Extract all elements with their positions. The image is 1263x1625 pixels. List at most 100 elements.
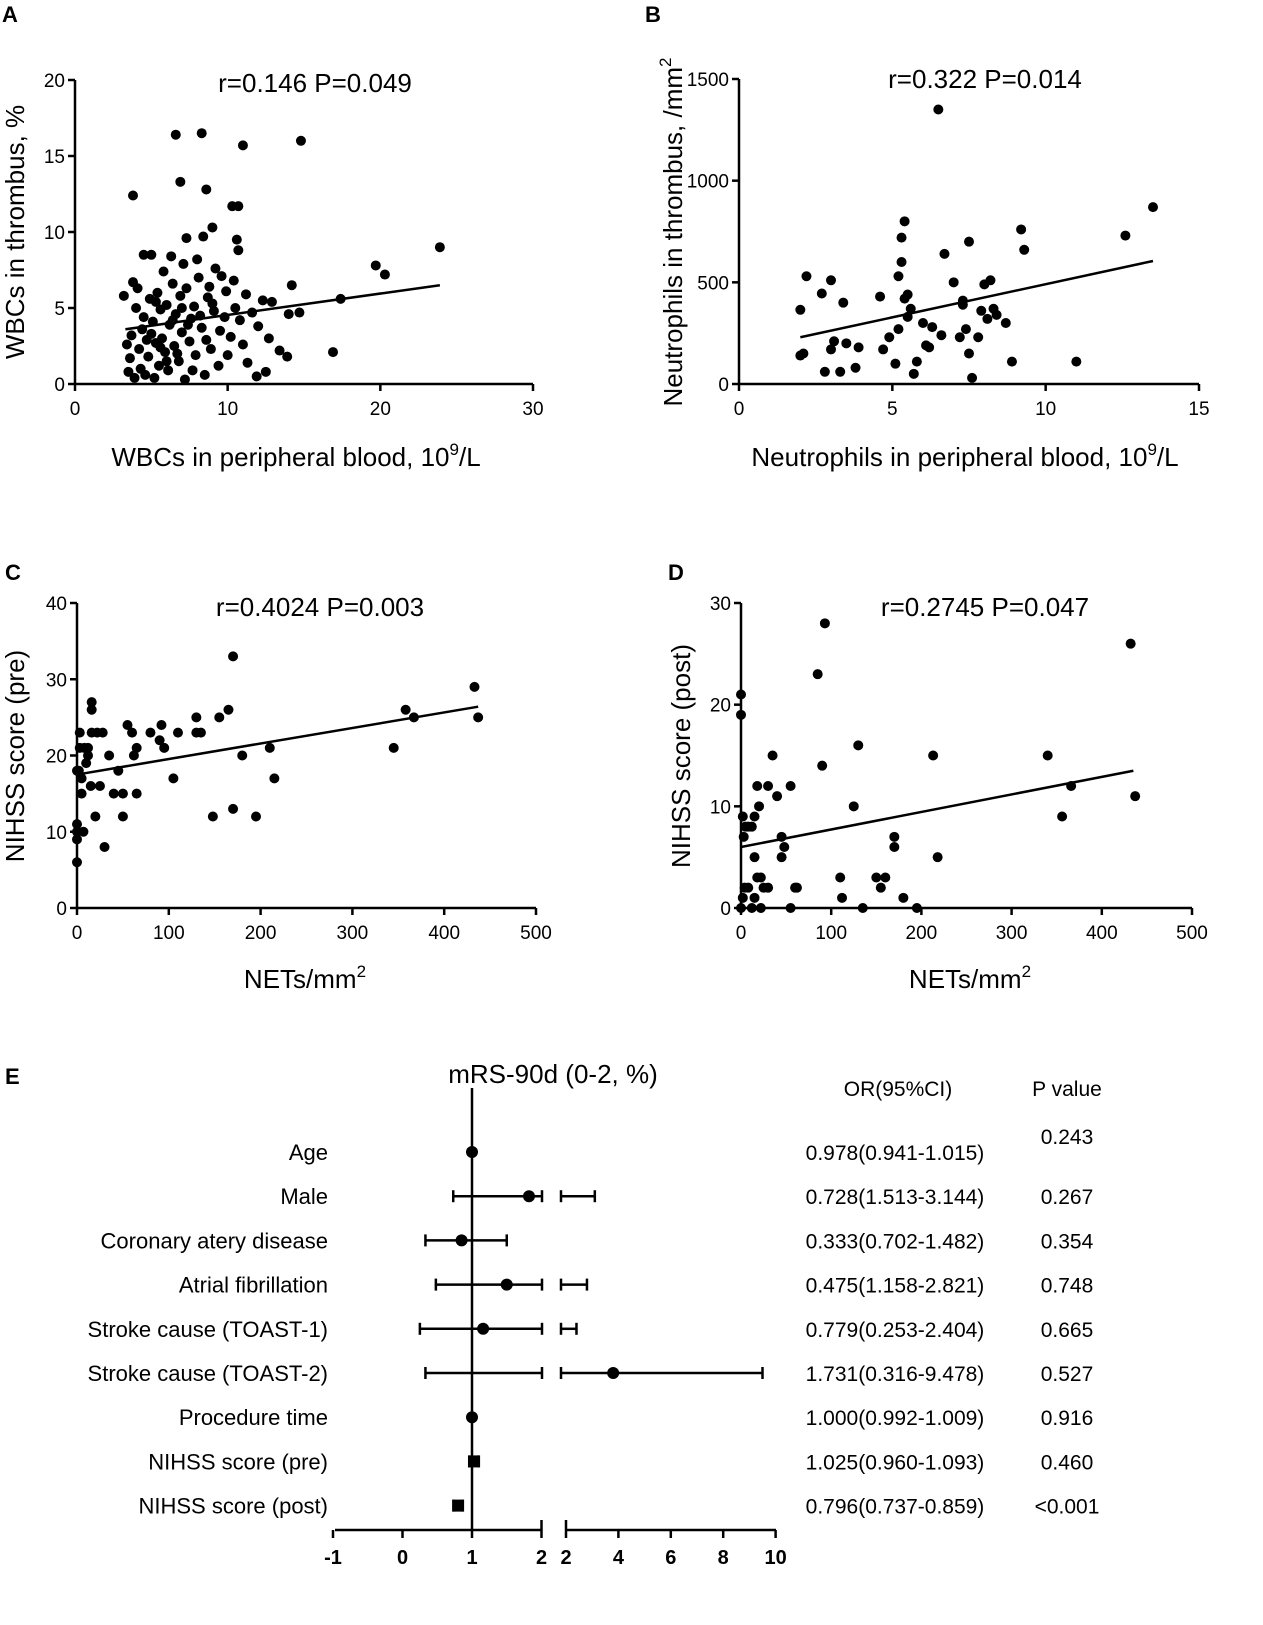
x-tick-label: 500 xyxy=(520,923,552,944)
data-point xyxy=(187,365,198,376)
data-point xyxy=(899,216,910,227)
y-tick-label: 5 xyxy=(54,299,65,320)
data-point xyxy=(936,330,947,341)
data-point xyxy=(1130,791,1141,802)
data-point xyxy=(131,303,142,313)
data-point xyxy=(924,342,935,353)
data-point xyxy=(932,852,943,863)
data-point xyxy=(172,348,183,359)
y-tick-label: 30 xyxy=(46,670,67,691)
data-point xyxy=(196,128,207,139)
data-point xyxy=(911,356,922,367)
data-point xyxy=(473,712,484,723)
data-point xyxy=(141,334,152,345)
p-value: 0.748 xyxy=(1041,1275,1094,1298)
x-tick-label: 0 xyxy=(397,1547,408,1569)
data-point xyxy=(152,287,163,298)
data-point xyxy=(1120,230,1131,241)
data-point xyxy=(169,341,180,351)
data-point xyxy=(812,669,823,680)
data-point xyxy=(896,257,907,267)
forest-title: mRS-90d (0-2, %) xyxy=(448,1059,658,1089)
data-point xyxy=(182,319,193,330)
data-point xyxy=(763,882,774,893)
or-ci-value: 0.728(1.513-3.144) xyxy=(806,1186,985,1209)
estimate-marker xyxy=(522,1190,535,1203)
data-point xyxy=(889,842,900,852)
data-point xyxy=(234,315,245,326)
data-point xyxy=(179,374,190,385)
data-point xyxy=(902,289,913,300)
data-point xyxy=(97,727,108,738)
data-point xyxy=(763,781,774,791)
data-point xyxy=(128,750,139,761)
forest-row: Stroke cause (TOAST-1) 0.779(0.253-2.404)… xyxy=(88,1317,1094,1342)
p-value: 0.916 xyxy=(1041,1407,1094,1430)
data-point xyxy=(948,277,959,288)
data-point xyxy=(199,369,210,380)
estimate-marker xyxy=(466,1146,478,1158)
row-label: Stroke cause (TOAST-2) xyxy=(88,1361,328,1386)
scatter-panel-d: Dr=0.2745 P=0.047 0 100 200 300 400 500 0 10 20 30… xyxy=(666,560,1208,994)
data-point xyxy=(816,288,827,299)
data-point xyxy=(928,750,939,761)
data-point xyxy=(83,750,94,761)
x-tick-label: 500 xyxy=(1176,923,1208,944)
y-tick-label: 0 xyxy=(54,375,65,396)
y-tick-label: 500 xyxy=(697,273,729,294)
data-point xyxy=(204,281,215,292)
x-tick-label: 400 xyxy=(1086,923,1118,944)
data-point xyxy=(214,712,225,723)
y-axis-title: NIHSS score (post) xyxy=(666,644,696,868)
data-point xyxy=(282,351,293,362)
data-point xyxy=(260,366,271,377)
or-header: OR(95%CI) xyxy=(844,1078,953,1101)
data-point xyxy=(121,339,132,350)
data-point xyxy=(143,351,154,362)
data-point xyxy=(829,336,840,347)
data-point xyxy=(388,742,399,753)
data-point xyxy=(1016,224,1027,235)
data-point xyxy=(78,826,89,837)
data-point xyxy=(181,233,192,244)
data-point xyxy=(117,788,128,799)
x-tick-label: 5 xyxy=(887,399,898,420)
data-point xyxy=(153,360,164,371)
data-point xyxy=(772,791,783,802)
estimate-marker xyxy=(466,1411,478,1424)
x-tick-label: 30 xyxy=(522,399,543,420)
x-axis-title: WBCs in peripheral blood, 109/L xyxy=(111,440,480,472)
data-point xyxy=(960,324,971,335)
forest-row: Male 0.728(1.513-3.144) 0.267 xyxy=(280,1184,1093,1209)
data-point xyxy=(215,325,226,336)
data-point xyxy=(195,727,206,738)
data-point xyxy=(228,803,239,814)
data-point xyxy=(72,857,82,868)
data-point xyxy=(283,309,294,320)
x-axis-title-text: WBCs in peripheral blood, 10 xyxy=(111,442,449,472)
data-point xyxy=(190,350,201,361)
data-point xyxy=(801,271,812,282)
data-point xyxy=(791,882,802,893)
y-tick-label: 10 xyxy=(44,223,65,244)
data-point xyxy=(242,357,253,368)
data-point xyxy=(208,306,219,317)
data-point xyxy=(205,344,216,355)
data-point xyxy=(216,271,227,282)
data-point xyxy=(198,231,209,242)
data-point xyxy=(1071,356,1082,367)
or-ci-value: 0.333(0.702-1.482) xyxy=(806,1230,985,1253)
data-point xyxy=(90,811,101,822)
data-point xyxy=(74,727,85,738)
x-axis-title-text: NETs/mm xyxy=(244,964,357,994)
panel-label: B xyxy=(645,2,661,27)
data-point xyxy=(131,788,142,799)
x-tick-label: 20 xyxy=(370,399,391,420)
row-label: Coronary atery disease xyxy=(101,1228,328,1253)
data-point xyxy=(434,242,445,253)
data-point xyxy=(880,872,891,883)
data-point xyxy=(964,236,974,247)
x-tick-label: 200 xyxy=(906,923,938,944)
data-point xyxy=(251,371,262,382)
